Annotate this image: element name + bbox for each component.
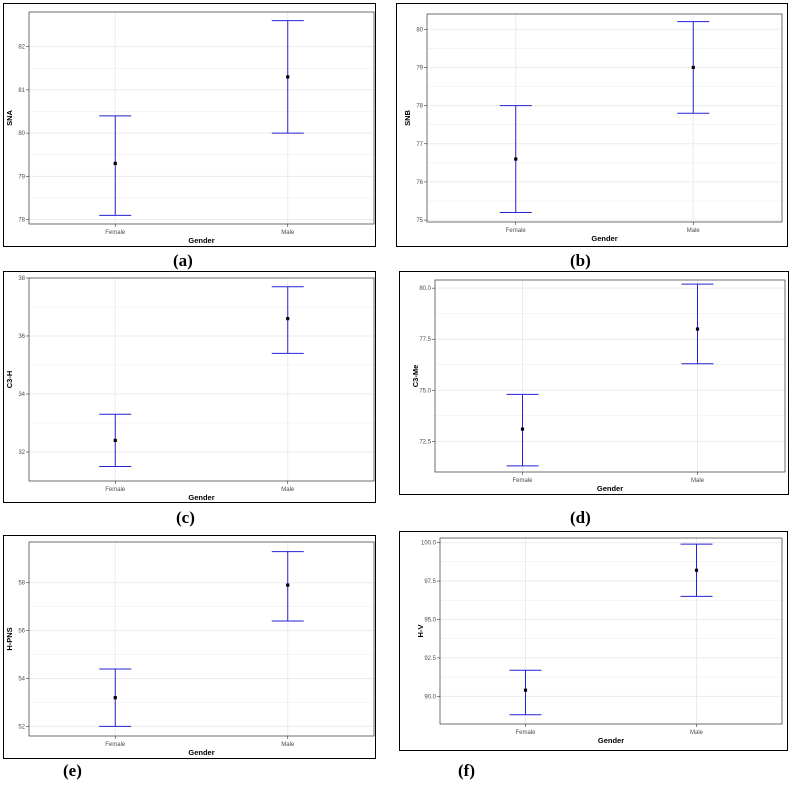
chart-svg-c: 32 34 36 38 Female Male Gender C3-H (4, 272, 377, 504)
mean-point-male (695, 569, 698, 572)
mean-point-female (524, 689, 527, 692)
chart-panel-d: 72.5 75.0 77.5 80.0 Female Male Gender C3-Me (399, 271, 789, 495)
mean-point-male (696, 327, 699, 330)
caption-a: (a) (173, 251, 193, 271)
y-tick-label: 77.5 (419, 337, 431, 343)
x-tick-label: Female (506, 228, 527, 234)
y-tick-label: 77 (416, 142, 423, 148)
x-axis-title: Gender (598, 736, 624, 745)
x-tick-label: Male (281, 742, 295, 748)
chart-panel-e: 52 54 56 58 Female Male Gender H-PNS (3, 535, 376, 759)
x-axis-title: Gender (188, 236, 214, 245)
mean-point-male (692, 66, 695, 69)
chart-panel-a: 78 79 80 81 82 Female Male Gender SNA (3, 3, 376, 247)
x-tick-label: Male (281, 487, 295, 493)
x-tick-label: Female (105, 230, 126, 236)
plot-panel-border (29, 278, 374, 481)
chart-svg-d: 72.5 75.0 77.5 80.0 Female Male Gender C3-Me (400, 272, 790, 496)
caption-f: (f) (458, 761, 475, 781)
caption-b: (b) (570, 251, 591, 271)
mean-point-female (514, 157, 517, 160)
y-tick-label: 80 (18, 131, 25, 137)
x-tick-label: Female (105, 487, 126, 493)
y-tick-label: 79 (18, 174, 25, 180)
y-tick-label: 52 (18, 724, 25, 730)
mean-point-female (521, 428, 524, 431)
x-tick-label: Male (281, 230, 295, 236)
y-tick-label: 92.5 (424, 656, 436, 662)
y-tick-label: 75.0 (419, 388, 431, 394)
mean-point-male (286, 75, 289, 78)
mean-point-female (114, 439, 117, 442)
y-tick-label: 80.0 (419, 286, 431, 292)
chart-svg-e: 52 54 56 58 Female Male Gender H-PNS (4, 536, 377, 760)
y-tick-label: 97.5 (424, 579, 436, 585)
y-axis-title: C3-Me (411, 365, 420, 388)
y-tick-label: 56 (18, 629, 25, 635)
x-axis-title: Gender (597, 484, 623, 493)
x-axis-title: Gender (188, 748, 214, 757)
plot-panel-border (29, 542, 374, 736)
y-tick-label: 36 (18, 334, 25, 340)
x-axis-title: Gender (188, 493, 214, 502)
caption-d: (d) (570, 508, 591, 528)
y-axis-title: H-PNS (5, 627, 14, 650)
y-tick-label: 76 (416, 180, 423, 186)
y-tick-label: 72.5 (419, 439, 431, 445)
mean-point-female (114, 162, 117, 165)
y-tick-label: 95.0 (424, 617, 436, 623)
y-tick-label: 79 (416, 65, 423, 71)
y-tick-label: 80 (416, 27, 423, 33)
mean-point-male (286, 584, 289, 587)
chart-panel-b: 75 76 77 78 79 80 Female Male Gender SNB (396, 3, 788, 247)
y-tick-label: 100.0 (421, 541, 437, 547)
x-tick-label: Male (687, 228, 701, 234)
y-tick-label: 81 (18, 88, 25, 94)
y-axis-title: SNA (5, 110, 14, 126)
y-tick-label: 82 (18, 45, 25, 51)
x-tick-label: Male (691, 478, 705, 484)
x-tick-label: Female (512, 478, 533, 484)
y-tick-label: 75 (416, 218, 423, 224)
y-tick-label: 32 (18, 450, 25, 456)
y-tick-label: 90.0 (424, 694, 436, 700)
caption-c: (c) (176, 508, 195, 528)
x-tick-label: Female (515, 730, 536, 736)
chart-panel-c: 32 34 36 38 Female Male Gender C3-H (3, 271, 376, 503)
mean-point-female (114, 696, 117, 699)
x-tick-label: Male (690, 730, 704, 736)
y-tick-label: 54 (18, 677, 25, 683)
y-tick-label: 38 (18, 276, 25, 282)
chart-svg-b: 75 76 77 78 79 80 Female Male Gender SNB (397, 4, 789, 248)
y-tick-label: 78 (416, 104, 423, 110)
plot-panel-border (435, 280, 785, 472)
x-tick-label: Female (105, 742, 126, 748)
chart-svg-f: 90.0 92.5 95.0 97.5 100.0 Female Male Gender H-V (400, 532, 789, 752)
y-axis-title: H-V (416, 625, 425, 638)
mean-point-male (286, 317, 289, 320)
x-axis-title: Gender (591, 234, 617, 243)
y-axis-title: SNB (403, 110, 412, 126)
chart-svg-a: 78 79 80 81 82 Female Male Gender SNA (4, 4, 377, 248)
caption-e: (e) (63, 761, 82, 781)
y-tick-label: 34 (18, 392, 25, 398)
y-tick-label: 58 (18, 581, 25, 587)
plot-panel-border (427, 14, 782, 222)
plot-panel-border (29, 12, 374, 224)
chart-panel-f: 90.0 92.5 95.0 97.5 100.0 Female Male Gender H-V (399, 531, 788, 751)
y-tick-label: 78 (18, 218, 25, 224)
y-axis-title: C3-H (5, 371, 14, 389)
